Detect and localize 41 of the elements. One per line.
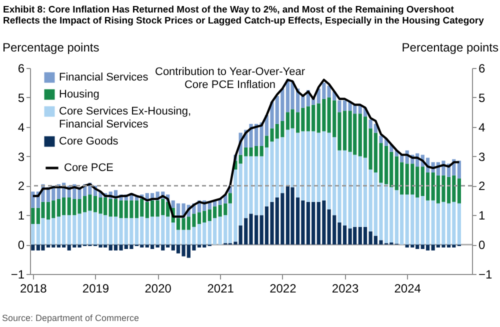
- y-tick-label: 5: [18, 90, 25, 105]
- y2-tick-label: 2: [478, 179, 486, 194]
- bar: [228, 193, 232, 204]
- y-tick-label: 0: [18, 238, 25, 252]
- bar: [31, 224, 35, 245]
- source-note: Source: Department of Commerce: [2, 313, 140, 323]
- bar: [31, 192, 35, 208]
- bar: [31, 244, 35, 250]
- bar: [31, 208, 35, 224]
- y2-axis-title: Percentage points: [402, 40, 498, 54]
- y2-tick-label: 5: [478, 90, 486, 105]
- y-tick-label: −1: [10, 268, 25, 282]
- x-tick-label: 2023: [332, 282, 359, 296]
- legend-label: Housing: [59, 88, 100, 100]
- chart-subtitle: Contribution to Year-Over-Year Core PCE Inflation: [154, 66, 306, 91]
- x-tick-label: 2022: [270, 282, 297, 296]
- x-tick-label: 2020: [144, 282, 172, 296]
- bar: [457, 178, 461, 204]
- y-tick-label: 6: [18, 62, 25, 76]
- chart-title: Exhibit 8: Core Inflation Has Returned Most of the Way to 2%, and Most of the Remaining Overshoot Reflects the Impact of Rising Stock Prices or Lagged Catch-up Effects, Especially in the Housing Category: [3, 4, 485, 26]
- y2-tick-label: 6: [478, 62, 486, 76]
- y-tick-label: 2: [18, 179, 25, 194]
- y2-tick-label: −1: [478, 268, 493, 282]
- bar: [457, 160, 461, 178]
- y2-tick-label: 0: [478, 238, 486, 252]
- legend-label: Core Goods: [59, 136, 119, 148]
- y-axis-title: Percentage points: [2, 40, 100, 54]
- legend-label: Core Services Ex-Housing, Financial Services: [59, 106, 192, 130]
- legend-label: Core PCE: [64, 162, 114, 174]
- y2-tick-label: 1: [478, 208, 486, 223]
- x-tick-label: 2019: [82, 282, 110, 296]
- y2-tick-label: 4: [478, 120, 486, 134]
- y2-tick-label: 3: [478, 150, 486, 164]
- x-tick-label: 2024: [394, 282, 422, 296]
- y-tick-label: 1: [18, 208, 25, 223]
- legend-label: Financial Services: [59, 72, 149, 84]
- bar: [457, 203, 461, 245]
- x-tick-label: 2021: [207, 282, 234, 296]
- y-tick-label: 3: [18, 150, 25, 164]
- y-tick-label: 4: [18, 120, 25, 134]
- x-tick-label: 2018: [20, 282, 48, 296]
